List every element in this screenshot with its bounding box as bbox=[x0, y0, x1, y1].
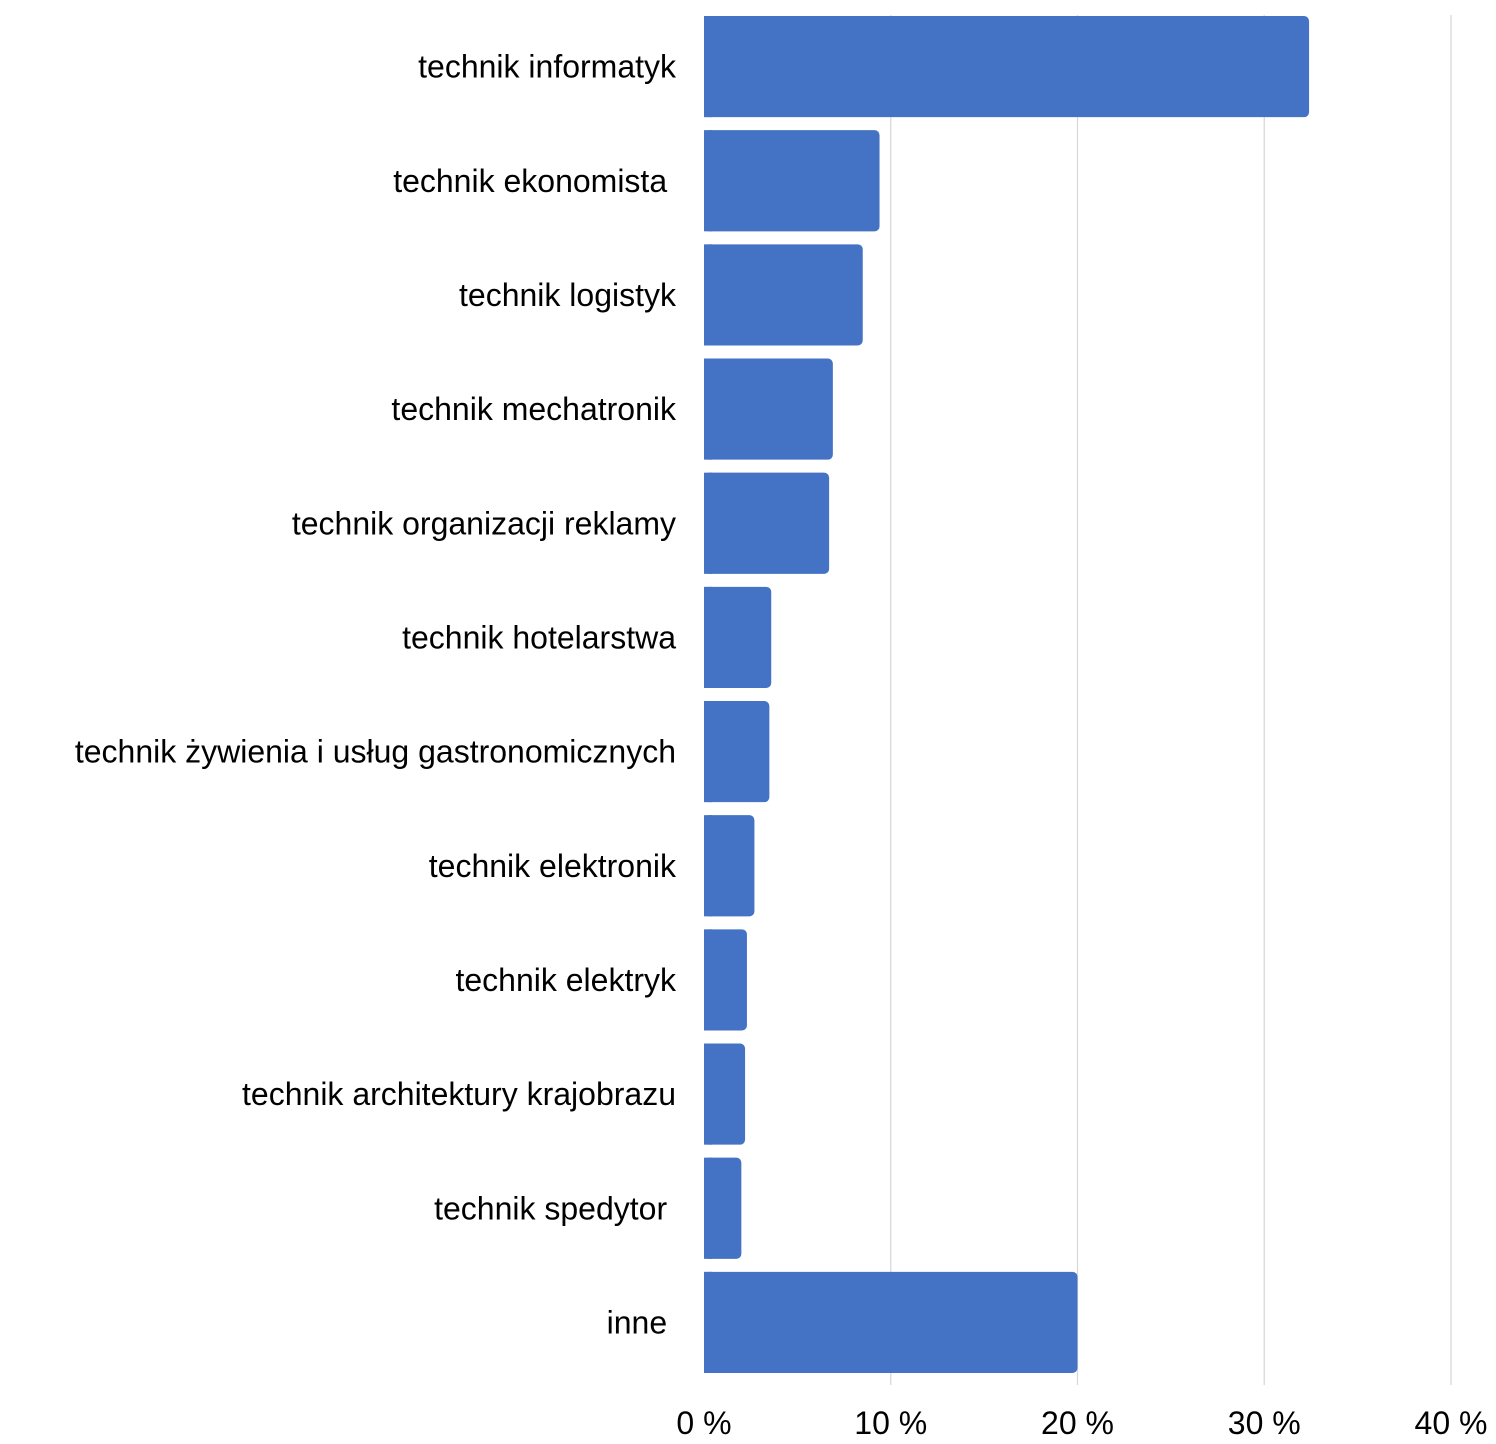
bar-left-edge bbox=[704, 586, 712, 688]
bar bbox=[704, 244, 863, 346]
bar bbox=[704, 472, 830, 574]
category-label: technik mechatronik bbox=[391, 391, 677, 427]
bar-left-edge bbox=[704, 16, 712, 118]
category-label: inne bbox=[607, 1304, 676, 1340]
bar bbox=[704, 701, 770, 803]
bar bbox=[704, 16, 1310, 118]
bar bbox=[704, 1157, 742, 1259]
category-label: technik organizacji reklamy bbox=[292, 505, 676, 541]
bar bbox=[704, 1043, 746, 1145]
x-tick-label: 30 % bbox=[1228, 1405, 1301, 1439]
category-label: technik hotelarstwa bbox=[402, 619, 676, 655]
category-label: technik logistyk bbox=[459, 277, 677, 313]
x-tick-labels: 0 % 10 % 20 % 30 % 40 % bbox=[676, 1405, 1488, 1441]
bar-left-edge bbox=[704, 1043, 712, 1145]
bar-left-edge bbox=[704, 472, 712, 574]
bar-left-edge bbox=[704, 244, 712, 346]
category-label: technik informatyk bbox=[418, 49, 677, 85]
bar-left-edge bbox=[704, 358, 712, 460]
bar-left-edge bbox=[704, 701, 712, 803]
category-label: technik elektronik bbox=[429, 848, 677, 884]
bar bbox=[704, 1271, 1078, 1373]
bars bbox=[704, 16, 1310, 1373]
bar-left-edge bbox=[704, 1157, 712, 1259]
bar-left-edge bbox=[704, 130, 712, 232]
x-tick-label: 20 % bbox=[1041, 1405, 1114, 1439]
category-label: technik ekonomista bbox=[393, 163, 676, 199]
x-tick-label: 0 % bbox=[676, 1405, 731, 1439]
bar bbox=[704, 929, 747, 1031]
x-tick-label: 40 % bbox=[1415, 1405, 1488, 1439]
category-label: technik architektury krajobrazu bbox=[242, 1076, 676, 1112]
bar bbox=[704, 130, 880, 232]
bar-left-edge bbox=[704, 815, 712, 917]
bar-left-edge bbox=[704, 1271, 712, 1373]
gridlines bbox=[890, 15, 1452, 1385]
category-label: technik żywienia i usług gastronomicznyc… bbox=[75, 734, 676, 770]
category-label: technik spedytor bbox=[434, 1190, 676, 1226]
x-tick-label: 10 % bbox=[854, 1405, 927, 1439]
bar bbox=[704, 815, 755, 917]
bar bbox=[704, 358, 833, 460]
category-labels: technik informatyk technik ekonomista tec… bbox=[75, 49, 677, 1341]
bar-left-edge bbox=[704, 929, 712, 1031]
category-label: technik elektryk bbox=[455, 962, 677, 998]
bar bbox=[704, 586, 772, 688]
